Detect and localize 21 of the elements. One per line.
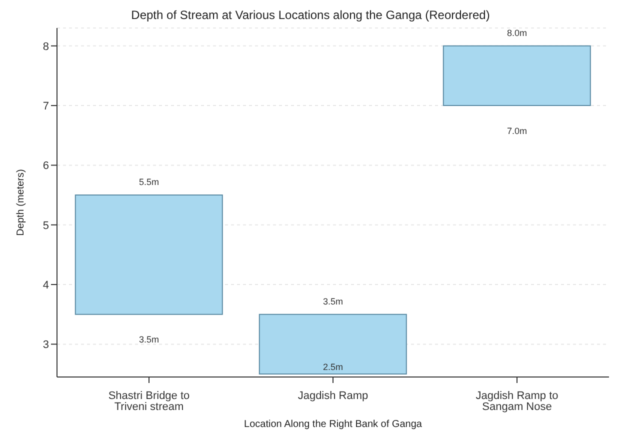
bar — [258, 314, 407, 375]
y-tick-label: 4 — [42, 279, 49, 292]
y-tick-label: 8 — [42, 40, 49, 53]
y-tick-label: 7 — [42, 100, 49, 112]
annotation: 2.5m — [322, 362, 344, 372]
x-tick-label: Shastri Bridge to Triveni stream — [108, 390, 190, 413]
x-tick-label: Jagdish Ramp to Sangam Nose — [476, 390, 558, 413]
annotation: 5.5m — [138, 177, 160, 188]
x-axis-title: Location Along the Right Bank of Ganga — [244, 419, 422, 430]
bar — [442, 45, 591, 106]
annotation: 8.0m — [506, 28, 528, 38]
chart-title: Depth of Stream at Various Locations along the Ganga (Reordered) — [130, 8, 491, 24]
y-tick-label: 6 — [42, 160, 49, 172]
bar — [74, 194, 223, 315]
y-tick-label: 3 — [42, 339, 49, 352]
x-tick-label: Jagdish Ramp — [298, 390, 368, 402]
annotation: 3.5m — [322, 296, 344, 306]
y-axis-title: Depth (meters) — [16, 169, 27, 236]
annotation: 3.5m — [138, 334, 160, 345]
y-tick-label: 5 — [42, 220, 49, 232]
annotation: 7.0m — [506, 126, 528, 136]
